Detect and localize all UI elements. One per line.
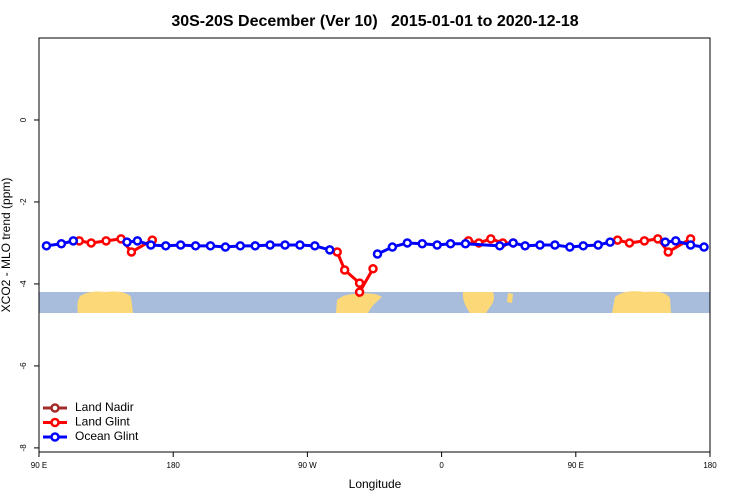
x-axis-label: Longitude	[349, 477, 402, 491]
data-point	[612, 235, 623, 245]
legend-marker	[50, 403, 60, 413]
data-point	[175, 240, 186, 250]
data-point	[101, 236, 111, 246]
data-point	[593, 240, 603, 250]
data-point	[578, 241, 589, 251]
x-tick-label: 90 E	[31, 461, 47, 470]
data-point	[265, 240, 275, 250]
map-strip	[39, 291, 710, 313]
legend-label: Ocean Glint	[75, 429, 139, 443]
data-point	[639, 236, 650, 246]
data-point	[508, 238, 518, 248]
data-point	[325, 245, 335, 255]
legend-marker	[50, 432, 60, 442]
data-point	[550, 240, 560, 250]
legend-marker	[50, 417, 60, 428]
data-point	[605, 237, 615, 247]
data-point	[445, 239, 456, 249]
data-point	[486, 234, 496, 244]
y-axis-label: XCO2 - MLO trend (ppm)	[0, 178, 13, 313]
data-point	[417, 239, 427, 249]
data-point	[653, 234, 663, 244]
data-point	[310, 241, 320, 251]
data-point	[250, 241, 260, 251]
data-point	[372, 249, 383, 259]
data-point	[354, 278, 365, 288]
data-point	[160, 241, 171, 251]
data-point	[387, 242, 398, 252]
data-point	[535, 240, 545, 250]
chart-title: 30S-20S December (Ver 10) 2015-01-01 to …	[171, 13, 578, 30]
data-point	[235, 241, 246, 251]
x-tick-label: 90 W	[298, 461, 317, 470]
legend-item: Land Nadir	[43, 400, 134, 414]
data-point	[146, 240, 156, 250]
data-point	[354, 287, 365, 297]
data-point	[565, 242, 575, 252]
data-point	[520, 241, 530, 251]
data-point	[220, 242, 231, 252]
data-point	[495, 241, 505, 251]
y-tick-label: -8	[19, 444, 28, 452]
data-point	[432, 240, 442, 250]
y-tick-label: -2	[19, 198, 28, 206]
data-point	[660, 237, 671, 247]
data-point	[332, 247, 342, 257]
legend-item: Ocean Glint	[43, 429, 139, 443]
data-point	[368, 264, 378, 274]
data-point	[699, 242, 709, 252]
data-point	[205, 241, 216, 251]
plot-frame	[38, 37, 711, 453]
data-point	[460, 239, 471, 249]
data-point	[339, 265, 350, 275]
data-point	[624, 238, 635, 248]
x-tick-label: 180	[703, 461, 717, 470]
data-point	[402, 238, 413, 248]
data-point	[68, 236, 79, 246]
data-point	[685, 240, 696, 250]
y-tick-label: 0	[19, 117, 28, 122]
data-point	[122, 237, 132, 247]
data-point	[41, 241, 52, 251]
legend-label: Land Glint	[75, 415, 130, 429]
data-point	[280, 240, 290, 250]
data-point	[126, 247, 137, 257]
data-point	[670, 236, 681, 246]
x-tick-label: 180	[167, 461, 181, 470]
x-tick-label: 0	[439, 461, 444, 470]
legend-label: Land Nadir	[75, 400, 134, 414]
data-point	[86, 238, 96, 248]
y-tick-label: -4	[19, 280, 28, 288]
x-tick-label: 90 E	[568, 461, 584, 470]
data-point	[190, 241, 201, 251]
legend-item: Land Glint	[43, 415, 130, 429]
data-point	[663, 247, 673, 257]
y-tick-label: -6	[19, 362, 28, 370]
data-point	[56, 239, 67, 249]
data-point	[295, 240, 305, 250]
data-point	[132, 236, 143, 246]
